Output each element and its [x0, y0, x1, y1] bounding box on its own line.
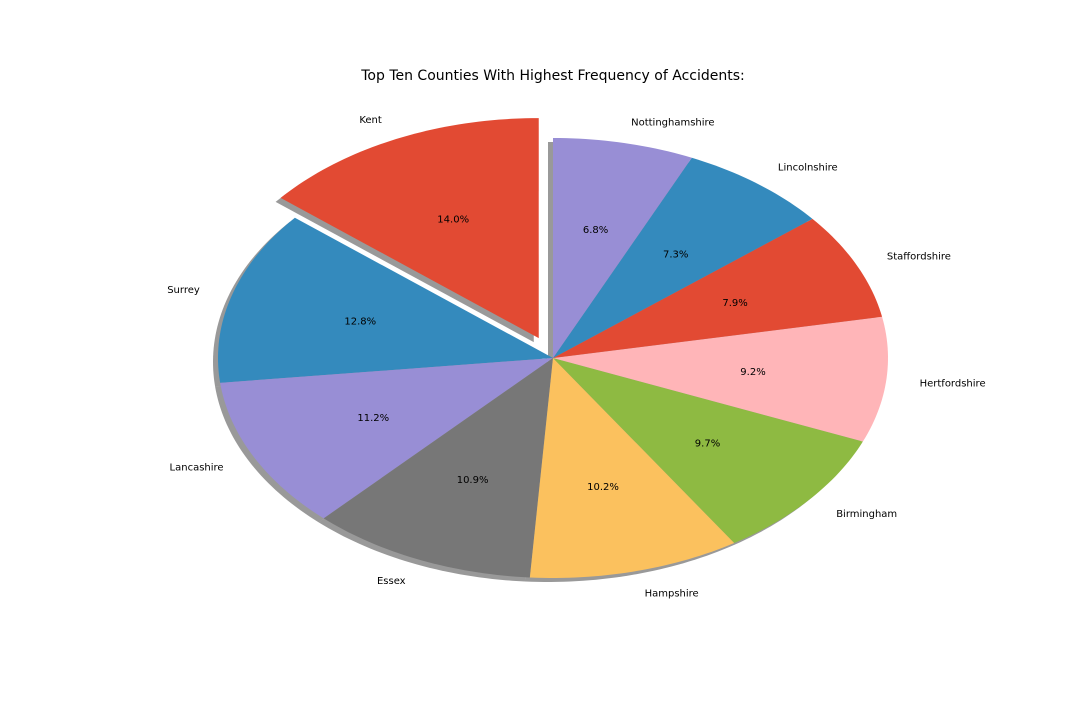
slice-label-staffordshire: Staffordshire [887, 252, 951, 263]
pie-slice-lincolnshire [553, 157, 813, 358]
pie-slice-lancashire [220, 358, 553, 519]
percent-label-lincolnshire: 7.3% [663, 249, 688, 260]
slice-label-nottinghamshire: Nottinghamshire [631, 118, 714, 129]
pie-slice-staffordshire [553, 218, 883, 358]
percent-label-kent: 14.0% [437, 215, 469, 226]
pie-slice-nottinghamshire [553, 138, 692, 358]
slice-label-hampshire: Hampshire [645, 588, 699, 599]
percent-label-lancashire: 11.2% [357, 413, 389, 424]
percent-label-staffordshire: 7.9% [722, 298, 747, 309]
pie-slice-hampshire [529, 358, 735, 578]
pie-slice-birmingham [553, 358, 863, 544]
percent-label-layer: 14.0% 12.8% 11.2% 10.9% 10.2% 9.7% 9.2% 7.9% 7.3… [344, 215, 765, 493]
percent-label-nottinghamshire: 6.8% [583, 225, 608, 236]
slice-label-hertfordshire: Hertfordshire [920, 378, 986, 389]
percent-label-surrey: 12.8% [344, 316, 376, 327]
slice-label-kent: Kent [359, 115, 382, 126]
chart-title: Top Ten Counties With Highest Frequency … [360, 68, 744, 84]
slice-label-layer: Kent Surrey Lancashire Essex Hampshire Birmin… [167, 115, 985, 599]
pie-slice-kent [280, 118, 539, 339]
slice-label-essex: Essex [377, 576, 406, 587]
pie-slice-hertfordshire [553, 316, 888, 442]
percent-label-essex: 10.9% [457, 475, 489, 486]
slice-label-birmingham: Birmingham [836, 509, 897, 520]
percent-label-hampshire: 10.2% [587, 482, 619, 493]
percent-label-birmingham: 9.7% [695, 439, 720, 450]
slice-label-lancashire: Lancashire [170, 463, 224, 474]
pie-slice-essex [323, 358, 553, 578]
pie-slice-surrey [218, 217, 553, 383]
slice-layer [218, 118, 888, 578]
percent-label-hertfordshire: 9.2% [740, 367, 765, 378]
slice-label-lincolnshire: Lincolnshire [778, 162, 838, 173]
slice-label-surrey: Surrey [167, 285, 200, 296]
